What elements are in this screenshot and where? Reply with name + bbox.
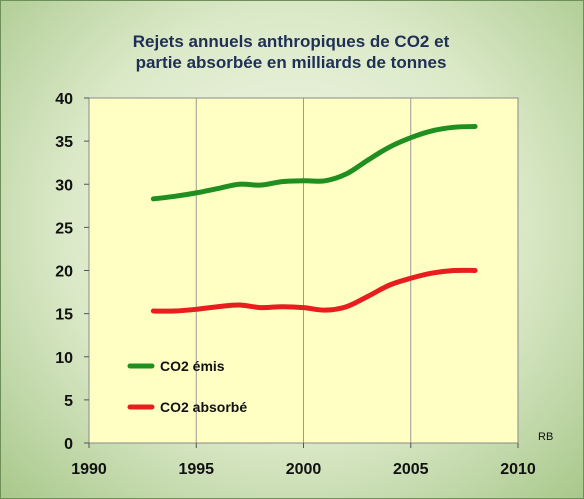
y-tick-label: 15 xyxy=(55,307,73,324)
chart-title-line-1: Rejets annuels anthropiques de CO2 et xyxy=(132,32,450,51)
y-tick-label: 20 xyxy=(55,264,73,281)
x-tick-label: 2010 xyxy=(500,461,536,478)
y-tick-label: 10 xyxy=(55,350,73,367)
y-tick-label: 40 xyxy=(55,91,73,108)
chart-title: Rejets annuels anthropiques de CO2 et pa… xyxy=(91,31,491,73)
x-tick-label: 1995 xyxy=(178,461,214,478)
series-line-co2-absorbe xyxy=(150,267,478,314)
legend-label: CO2 absorbé xyxy=(160,399,247,415)
chart-title-line-2: partie absorbée en milliards de tonnes xyxy=(135,53,447,72)
legend-label: CO2 émis xyxy=(160,358,225,374)
series-line-co2-emis xyxy=(150,123,478,202)
y-tick-label: 30 xyxy=(55,177,73,194)
x-tick-label: 2000 xyxy=(286,461,322,478)
y-tick-label: 0 xyxy=(64,436,73,453)
y-tick-label: 35 xyxy=(55,134,73,151)
annotation-rb: RB xyxy=(538,431,553,443)
y-tick-label: 5 xyxy=(64,393,73,410)
y-tick-label: 25 xyxy=(55,220,73,237)
x-tick-label: 2005 xyxy=(393,461,429,478)
x-tick-label: 1990 xyxy=(71,461,107,478)
